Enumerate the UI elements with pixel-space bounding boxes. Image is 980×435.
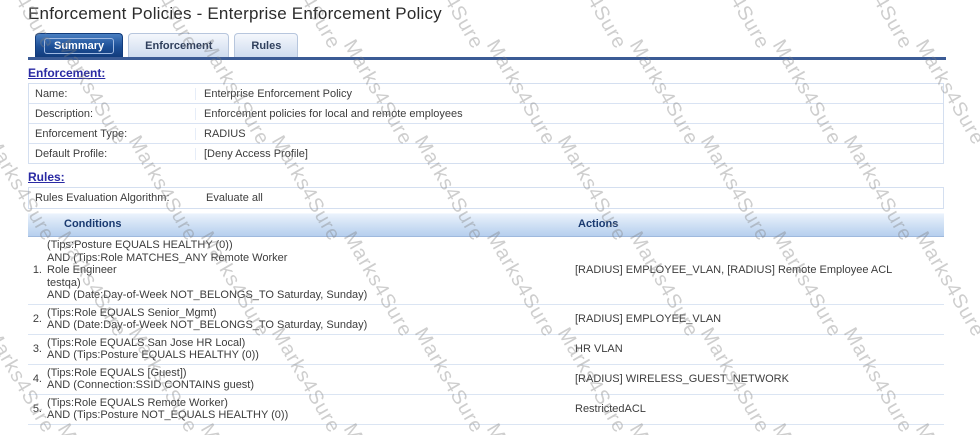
algorithm-value: Evaluate all — [206, 192, 263, 204]
field-label-enforcement-type: Enforcement Type: — [29, 127, 196, 140]
rule-row-5: 5. (Tips:Role EQUALS Remote Worker) AND … — [28, 395, 944, 425]
algorithm-row: Rules Evaluation Algorithm: Evaluate all — [29, 188, 943, 208]
condition-line: (Tips:Role EQUALS Remote Worker) — [47, 396, 228, 409]
field-row-name: Name: Enterprise Enforcement Policy — [29, 84, 943, 104]
rule-row-2: 2. (Tips:Role EQUALS Senior_Mgmt) AND (D… — [28, 305, 944, 335]
field-row-default-profile: Default Profile: [Deny Access Profile] — [29, 144, 943, 163]
rule-row-1: 1. (Tips:Posture EQUALS HEALTHY (0)) AND… — [28, 237, 944, 305]
rule-conditions: (Tips:Role EQUALS Senior_Mgmt) AND (Date… — [47, 305, 545, 334]
rule-action: HR VLAN — [575, 343, 623, 355]
rule-conditions: (Tips:Posture EQUALS HEALTHY (0)) AND (T… — [47, 237, 545, 304]
rule-number: 4. — [32, 373, 42, 385]
enforcement-section-heading: Enforcement: — [28, 66, 106, 80]
field-row-description: Description: Enforcement policies for lo… — [29, 104, 943, 124]
tab-underline — [28, 57, 946, 60]
rules-section-heading: Rules: — [28, 170, 65, 184]
condition-line: (Tips:Role EQUALS Senior_Mgmt) — [47, 306, 217, 319]
rule-conditions: (Tips:Role EQUALS San Jose HR Local) AND… — [47, 335, 545, 364]
field-label-name: Name: — [29, 87, 196, 100]
condition-line: testqa) — [47, 276, 81, 289]
tab-enforcement-label: Enforcement — [145, 39, 213, 52]
tab-summary[interactable]: Summary — [35, 33, 124, 57]
condition-line: AND (Tips:Posture EQUALS HEALTHY (0)) — [47, 349, 259, 361]
actions-column-header: Actions — [578, 218, 619, 230]
condition-line: Role Engineer — [47, 264, 117, 276]
rule-conditions: (Tips:Role EQUALS Remote Worker) AND (Ti… — [47, 395, 545, 424]
condition-line: AND (Connection:SSID CONTAINS guest) — [47, 379, 255, 391]
rule-number: 5. — [32, 403, 42, 415]
rules-algorithm-table: Rules Evaluation Algorithm: Evaluate all — [28, 187, 944, 209]
rule-action: [RADIUS] WIRELESS_GUEST_NETWORK — [575, 373, 789, 385]
condition-line: AND (Tips:Role MATCHES_ANY Remote Worker — [47, 251, 288, 264]
tab-rules[interactable]: Rules — [234, 33, 299, 57]
condition-line: (Tips:Role EQUALS [Guest]) — [47, 366, 187, 379]
field-value-default-profile: [Deny Access Profile] — [204, 147, 308, 160]
rule-number: 3. — [32, 343, 42, 355]
rule-action: RestrictedACL — [575, 403, 646, 415]
tab-rules-label: Rules — [251, 39, 282, 52]
rule-row-3: 3. (Tips:Role EQUALS San Jose HR Local) … — [28, 335, 944, 365]
algorithm-label: Rules Evaluation Algorithm: — [35, 192, 170, 204]
main-panel: Enforcement Policies - Enterprise Enforc… — [28, 4, 946, 425]
field-value-description: Enforcement policies for local and remot… — [204, 107, 463, 120]
enforcement-summary-table: Name: Enterprise Enforcement Policy Desc… — [28, 83, 944, 164]
condition-line: AND (Tips:Posture NOT_EQUALS HEALTHY (0)… — [47, 409, 289, 421]
field-label-description: Description: — [29, 107, 196, 120]
rules-table: Conditions Actions 1. (Tips:Posture EQUA… — [28, 213, 944, 425]
tab-bar: Summary Enforcement Rules — [28, 33, 946, 57]
field-label-default-profile: Default Profile: — [29, 147, 196, 160]
field-row-enforcement-type: Enforcement Type: RADIUS — [29, 124, 943, 144]
condition-line: AND (Date:Day-of-Week NOT_BELONGS_TO Sat… — [47, 319, 368, 331]
field-value-name: Enterprise Enforcement Policy — [204, 87, 352, 100]
rule-number: 2. — [32, 313, 42, 325]
rules-table-header: Conditions Actions — [28, 213, 944, 237]
condition-line: (Tips:Posture EQUALS HEALTHY (0)) — [47, 239, 233, 251]
page-title: Enforcement Policies - Enterprise Enforc… — [28, 4, 442, 23]
field-value-enforcement-type: RADIUS — [204, 127, 246, 140]
condition-line: (Tips:Role EQUALS San Jose HR Local) — [47, 336, 246, 349]
tab-summary-label: Summary — [44, 37, 115, 54]
rule-number: 1. — [32, 264, 42, 277]
rule-conditions: (Tips:Role EQUALS [Guest]) AND (Connecti… — [47, 365, 545, 394]
condition-line: AND (Date:Day-of-Week NOT_BELONGS_TO Sat… — [47, 289, 368, 301]
rule-row-4: 4. (Tips:Role EQUALS [Guest]) AND (Conne… — [28, 365, 944, 395]
rule-action: [RADIUS] EMPLOYEE_VLAN — [575, 313, 722, 325]
tab-enforcement[interactable]: Enforcement — [128, 33, 230, 57]
conditions-column-header: Conditions — [64, 218, 122, 230]
rule-action: [RADIUS] EMPLOYEE_VLAN, [RADIUS] Remote … — [575, 264, 893, 277]
